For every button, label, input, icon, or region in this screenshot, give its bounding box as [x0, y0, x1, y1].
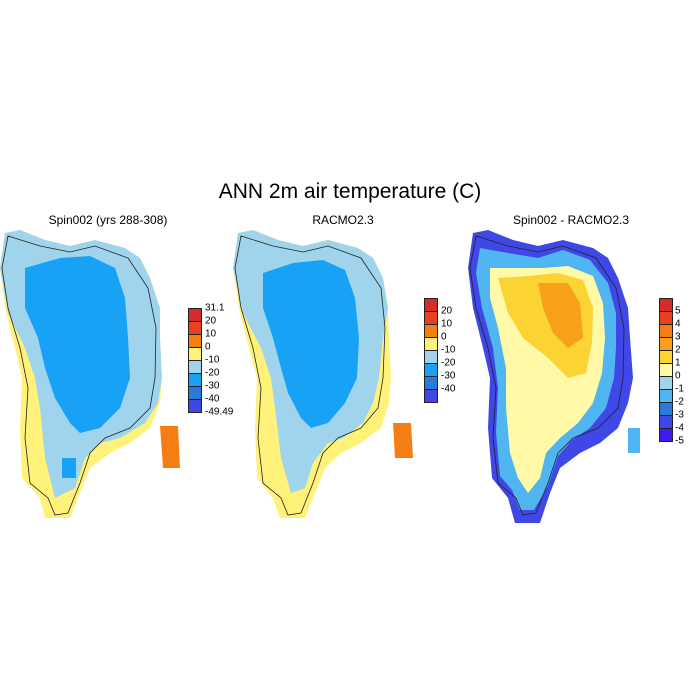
colorbar-segment: [425, 299, 437, 312]
panel-title-difference: Spin002 - RACMO2.3: [512, 213, 630, 227]
colorbar-tick-label: 10: [441, 318, 453, 330]
colorbar-tick-label: 20: [205, 315, 217, 327]
greenland-field: [233, 230, 413, 518]
colorbar-tick-label: -49.49: [205, 406, 234, 418]
colorbar-tick-label: 3: [675, 331, 681, 343]
colorbar-tick-label: -30: [441, 370, 456, 382]
colorbar-segment: [660, 312, 672, 325]
colorbar-segment: [425, 325, 437, 338]
greenland-field: [468, 230, 640, 523]
colorbar-tick-label: -30: [205, 380, 220, 392]
colorbar-segment: [660, 364, 672, 377]
colorbar-tick-label: -40: [205, 393, 220, 405]
colorbar-tick-label: 0: [205, 341, 211, 353]
colorbar-tick-label: -3: [675, 409, 684, 421]
colorbar-tick-label: -10: [441, 344, 456, 356]
colorbar-segment: [660, 429, 672, 442]
map-temperature-difference: [468, 230, 640, 523]
colorbar-tick-label: -10: [205, 354, 220, 366]
colorbar-segment: [660, 403, 672, 416]
colorbar-tick-label: 10: [205, 328, 217, 340]
colorbar-tick-label: 31.1: [205, 302, 225, 314]
colorbar-segment: [425, 312, 437, 325]
colorbar-difference: [659, 298, 673, 442]
colorbar-tick-label: 0: [675, 370, 681, 382]
colorbar-tick-label: 20: [441, 305, 453, 317]
map-model-temperature: [0, 230, 180, 518]
colorbar-tick-label: 0: [441, 331, 447, 343]
colorbar-tick-label: 5: [675, 305, 681, 317]
colorbar-segment: [189, 335, 201, 348]
greenland-field: [0, 230, 180, 518]
colorbar-tick-label: -1: [675, 383, 684, 395]
colorbar-segment: [660, 416, 672, 429]
colorbar-tick-label: 4: [675, 318, 681, 330]
panel-title-racmo: RACMO2.3: [312, 213, 374, 227]
colorbar-tick-label: 1: [675, 357, 681, 369]
colorbar-model: [188, 308, 202, 413]
colorbar-segment: [425, 377, 437, 390]
figure-title: ANN 2m air temperature (C): [218, 180, 482, 203]
colorbar-segment: [660, 325, 672, 338]
colorbar-tick-label: -20: [441, 357, 456, 369]
colorbar-tick-label: -40: [441, 383, 456, 395]
colorbar-segment: [660, 377, 672, 390]
colorbar-segment: [660, 338, 672, 351]
colorbar-segment: [189, 309, 201, 322]
colorbar-segment: [189, 374, 201, 387]
map-racmo-temperature: [233, 230, 413, 518]
colorbar-tick-label: 2: [675, 344, 681, 356]
colorbar-segment: [189, 348, 201, 361]
colorbar-tick-label: -4: [675, 422, 684, 434]
colorbar-segment: [189, 361, 201, 374]
colorbar-segment: [660, 390, 672, 403]
colorbar-segment: [189, 322, 201, 335]
colorbar-segment: [425, 390, 437, 403]
colorbar-segment: [660, 351, 672, 364]
colorbar-segment: [189, 400, 201, 413]
colorbar-segment: [425, 338, 437, 351]
colorbar-segment: [660, 299, 672, 312]
colorbar-segment: [425, 364, 437, 377]
colorbar-tick-label: -2: [675, 396, 684, 408]
colorbar-segment: [189, 387, 201, 400]
colorbar-racmo: [424, 298, 438, 403]
colorbar-segment: [425, 351, 437, 364]
colorbar-tick-label: -20: [205, 367, 220, 379]
colorbar-tick-label: -5: [675, 435, 684, 447]
panel-title-model: Spin002 (yrs 288-308): [48, 213, 168, 227]
